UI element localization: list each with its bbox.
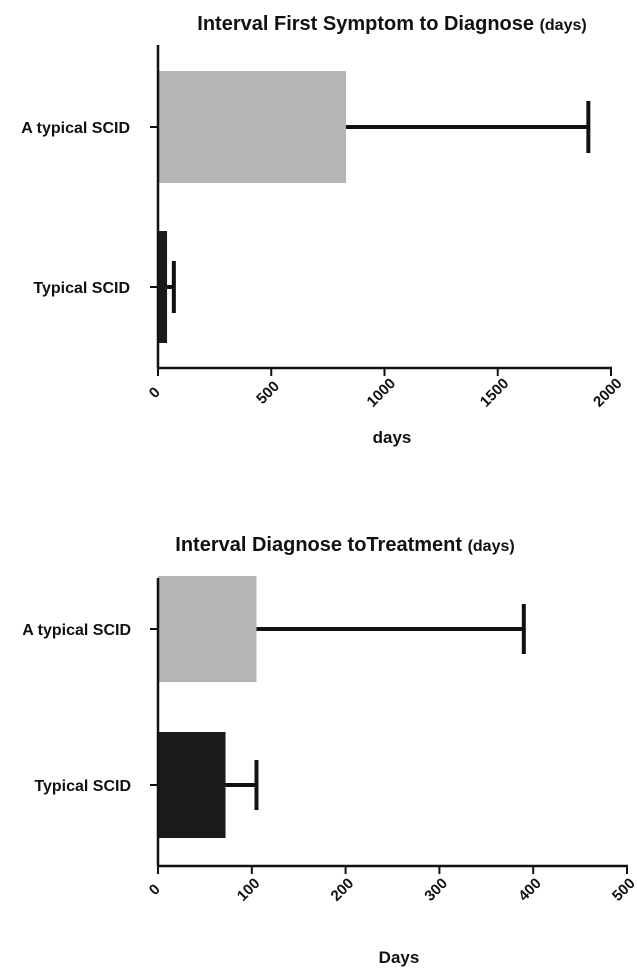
chart1-title: Interval First Symptom to Diagnose (days… bbox=[197, 13, 586, 35]
chart2-title: Interval Diagnose toTreatment (days) bbox=[175, 534, 514, 556]
chart2: Interval Diagnose toTreatment (days) A ty… bbox=[22, 534, 637, 967]
chart1-category-label-1: A typical SCID bbox=[21, 120, 130, 137]
chart2-xtick-label-100: 100 bbox=[234, 875, 264, 905]
chart1-bar-1 bbox=[158, 71, 346, 183]
chart2-xtick-label-200: 200 bbox=[328, 875, 358, 905]
chart2-title-text: Interval Diagnose toTreatment bbox=[175, 534, 467, 556]
chart1-category-label-2: Typical SCID bbox=[33, 280, 130, 297]
chart2-xtick-label-400: 400 bbox=[515, 875, 545, 905]
chart2-x-axis-label: Days bbox=[379, 948, 420, 967]
chart2-category-label-2: Typical SCID bbox=[34, 778, 131, 795]
chart1-title-text: Interval First Symptom to Diagnose bbox=[197, 13, 539, 35]
chart1-title-unit: (days) bbox=[540, 17, 587, 34]
chart1-xtick-label-0: 0 bbox=[146, 384, 164, 402]
chart2-bar-1 bbox=[158, 576, 257, 682]
chart2-bar-2 bbox=[158, 732, 226, 838]
chart1-xtick-label-1000: 1000 bbox=[364, 375, 400, 411]
chart1-xtick-label-2000: 2000 bbox=[590, 375, 626, 411]
chart2-category-label-1: A typical SCID bbox=[22, 622, 131, 639]
chart1-xtick-label-500: 500 bbox=[253, 378, 283, 408]
chart1-x-axis-label: days bbox=[373, 428, 412, 447]
chart1-xtick-label-1500: 1500 bbox=[477, 375, 513, 411]
chart2-xtick-label-0: 0 bbox=[146, 881, 164, 899]
chart2-xtick-label-500: 500 bbox=[609, 875, 637, 905]
chart2-xtick-label-300: 300 bbox=[421, 875, 451, 905]
chart1: Interval First Symptom to Diagnose (days… bbox=[21, 13, 625, 447]
chart2-title-unit: (days) bbox=[468, 538, 515, 555]
chart1-bar-2 bbox=[158, 231, 168, 343]
